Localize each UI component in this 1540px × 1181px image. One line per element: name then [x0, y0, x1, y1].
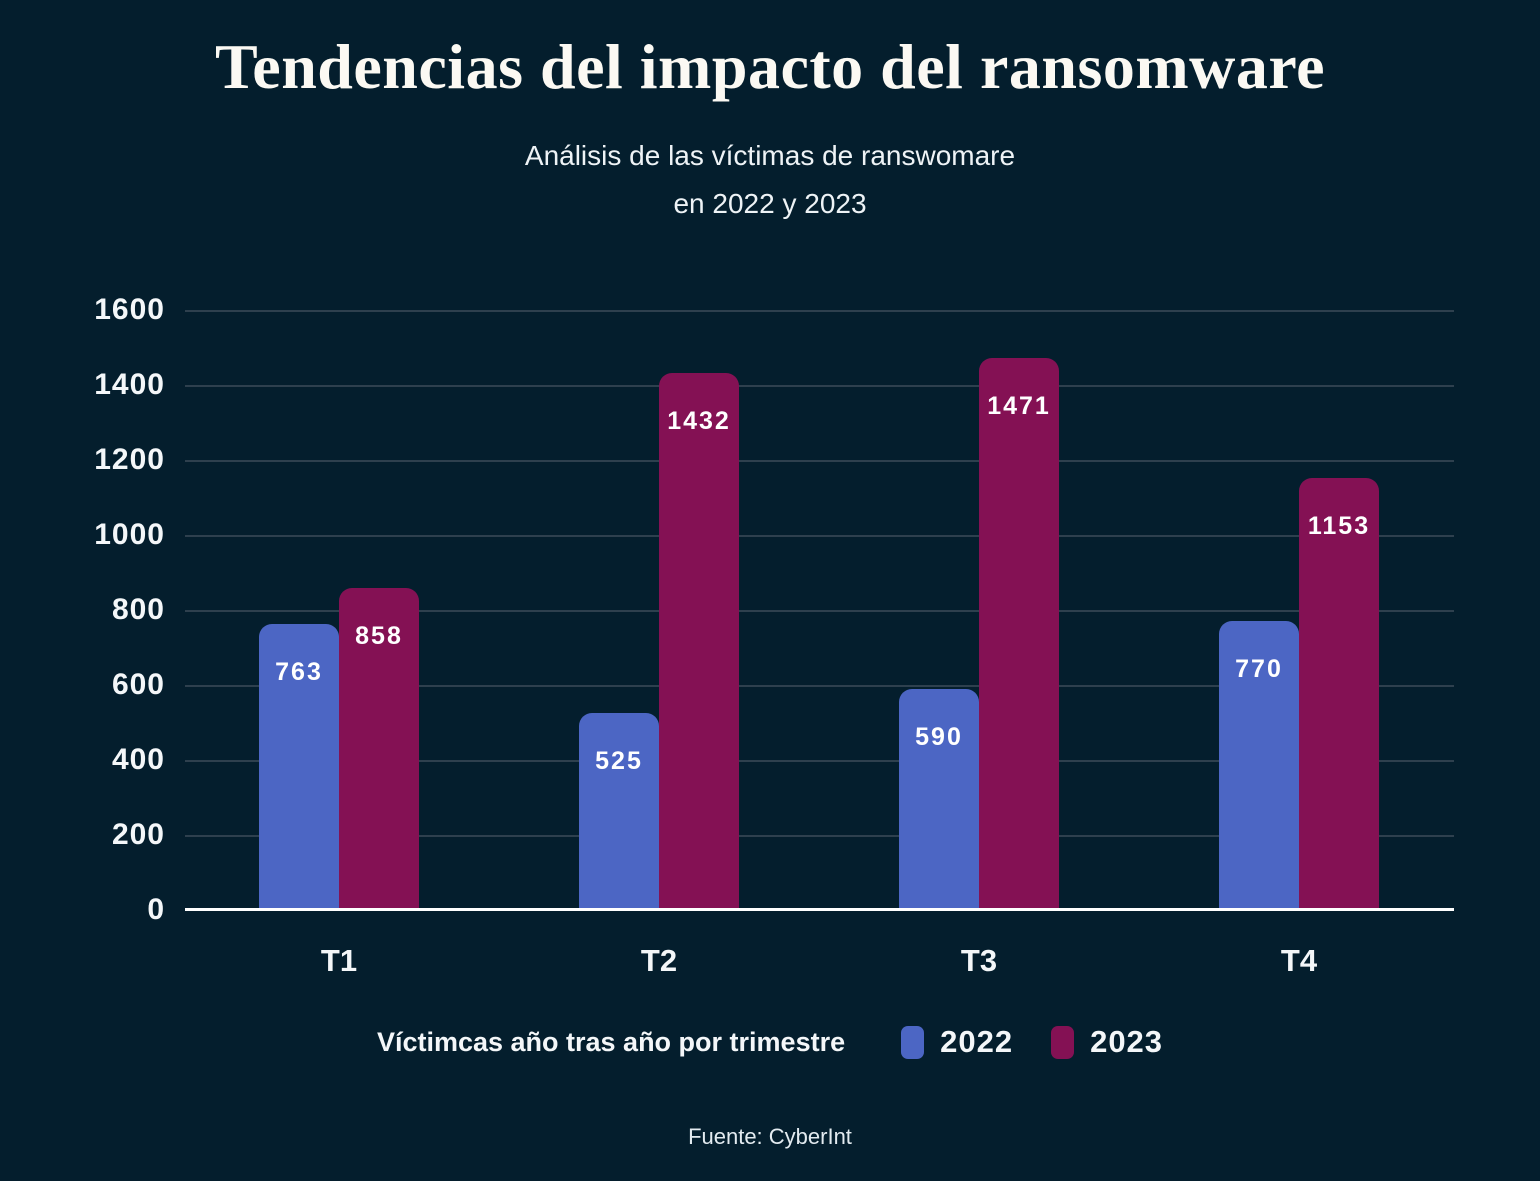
y-tick-label-1400: 1400: [94, 368, 165, 401]
y-tick-label-200: 200: [111, 818, 165, 851]
gridline-1200: [185, 460, 1454, 462]
bar-value-label-2022-t3: 590: [915, 722, 963, 751]
y-tick-label-1200: 1200: [94, 443, 165, 476]
bar-2022-t4: 770: [1219, 621, 1299, 910]
legend: Víctimcas año tras año por trimestre 202…: [0, 1024, 1540, 1060]
legend-item-2022: 2022: [901, 1024, 1013, 1060]
bar-value-label-2022-t4: 770: [1235, 655, 1283, 684]
bar-2023-t3: 1471: [979, 358, 1059, 910]
y-tick-label-600: 600: [111, 668, 165, 701]
y-tick-label-0: 0: [147, 893, 165, 926]
gridline-1600: [185, 310, 1454, 312]
y-tick-label-1600: 1600: [94, 293, 165, 326]
bar-2022-t1: 763: [259, 623, 339, 910]
y-tick-label-1000: 1000: [94, 518, 165, 551]
legend-item-2023: 2023: [1051, 1024, 1163, 1060]
bar-2023-t2: 1432: [659, 373, 739, 910]
plot-area: 763 858 525 1432 590 1471 770 1153: [185, 310, 1454, 911]
y-tick-label-400: 400: [111, 743, 165, 776]
bar-value-label-2023-t2: 1432: [667, 407, 731, 435]
legend-items: 2022 2023: [901, 1024, 1163, 1060]
gridline-1000: [185, 535, 1454, 537]
bar-value-label-2023-t4: 1153: [1307, 511, 1371, 540]
bar-2023-t1: 858: [339, 588, 419, 910]
source-caption: Fuente: CyberInt: [688, 1124, 852, 1149]
gridline-800: [185, 610, 1454, 612]
x-axis-line: [185, 908, 1454, 911]
gridline-400: [185, 760, 1454, 762]
gridline-200: [185, 835, 1454, 837]
chart-subtitle-line1: Análisis de las víctimas de ranswomare: [524, 140, 1016, 171]
legend-label-2023: 2023: [1090, 1024, 1164, 1059]
bar-value-label-2023-t3: 1471: [987, 392, 1051, 421]
page-title: Tendencias del impacto del ransomware: [214, 31, 1326, 102]
x-axis-label-t1: T1: [320, 943, 358, 978]
gridline-1400: [185, 385, 1454, 387]
gridline-600: [185, 685, 1454, 687]
bar-value-label-2022-t1: 763: [275, 657, 323, 686]
bar-2022-t2: 525: [579, 713, 659, 910]
x-axis-label-t3: T3: [960, 943, 998, 978]
legend-label-2022: 2022: [940, 1024, 1014, 1059]
bar-2023-t4: 1153: [1299, 477, 1379, 910]
bar-value-label-2023-t1: 858: [355, 622, 403, 651]
bar-value-label-2022-t2: 525: [595, 747, 643, 776]
bar-2022-t3: 590: [899, 688, 979, 910]
x-axis-label-t4: T4: [1280, 943, 1318, 978]
chart-subtitle-line2: en 2022 y 2023: [673, 188, 867, 219]
x-axis-label-t2: T2: [640, 943, 678, 978]
y-tick-label-800: 800: [111, 593, 165, 626]
legend-title: Víctimcas año tras año por trimestre: [376, 1026, 846, 1057]
legend-swatch-2022: [901, 1025, 925, 1059]
legend-swatch-2023: [1051, 1025, 1075, 1059]
